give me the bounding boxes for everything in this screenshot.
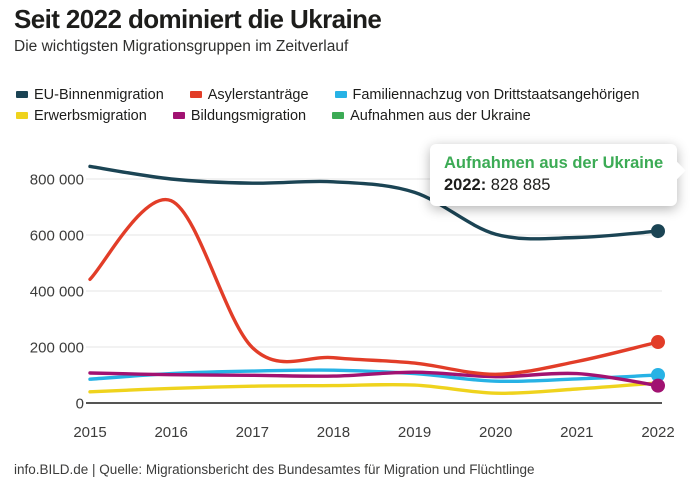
legend-label: Erwerbsmigration bbox=[34, 107, 147, 124]
legend-label: Aufnahmen aus der Ukraine bbox=[350, 107, 531, 124]
x-tick-label-2015: 2015 bbox=[73, 424, 106, 441]
x-tick-label-2017: 2017 bbox=[236, 424, 269, 441]
end-dot-bildungsmigration bbox=[651, 378, 665, 393]
legend-color-swatch bbox=[16, 112, 28, 119]
legend-color-swatch bbox=[334, 91, 347, 98]
legend-label: EU-Binnenmigration bbox=[34, 86, 164, 103]
source-credit: info.BILD.de | Quelle: Migrationsbericht… bbox=[14, 462, 535, 477]
chart-line-bildungsmigration bbox=[88, 370, 660, 388]
ukraine-tooltip: Aufnahmen aus der Ukraine 2022: 828 885 bbox=[430, 144, 678, 206]
end-dot-eu-binnenmigration bbox=[651, 224, 665, 239]
legend-item-familiennachzug-von-drittstaatsangeh-rigen: Familiennachzug von Drittstaatsangehörig… bbox=[334, 86, 640, 103]
legend-label: Asylerstanträge bbox=[207, 86, 309, 103]
legend-label: Familiennachzug von Drittstaatsangehörig… bbox=[352, 86, 640, 103]
chart-legend: EU-Binnenmigration Asylerstanträge Familie… bbox=[16, 84, 686, 126]
x-tick-label-2020: 2020 bbox=[479, 424, 512, 441]
x-tick-label-2022: 2022 bbox=[641, 424, 674, 441]
tooltip-title: Aufnahmen aus der Ukraine bbox=[444, 154, 664, 172]
chart-area: 800 000 600 000 400 000 200 000 0 2015 2016 201… bbox=[0, 140, 696, 450]
legend-item-asylerstantr-ge: Asylerstanträge bbox=[189, 86, 309, 103]
legend-row-2: Erwerbsmigration Bildungsmigration Aufnahm… bbox=[16, 105, 686, 126]
y-tick-label-0: 0 bbox=[76, 396, 84, 413]
chart-line-eu-binnenmigration bbox=[88, 164, 660, 241]
tooltip-value-line: 2022: 828 885 bbox=[444, 174, 663, 196]
legend-color-swatch bbox=[189, 91, 202, 98]
tooltip-value: 828 885 bbox=[490, 176, 551, 195]
tooltip-year-label: 2022: bbox=[444, 176, 487, 195]
x-tick-label-2021: 2021 bbox=[560, 424, 593, 441]
legend-item-erwerbsmigration: Erwerbsmigration bbox=[16, 108, 147, 124]
legend-color-swatch bbox=[172, 112, 185, 119]
legend-item-bildungsmigration: Bildungsmigration bbox=[172, 107, 307, 124]
legend-item-aufnahmen-aus-der-ukraine: Aufnahmen aus der Ukraine bbox=[332, 108, 531, 124]
y-tick-label-600000: 600 000 bbox=[30, 228, 84, 245]
page-title: Seit 2022 dominiert die Ukraine bbox=[14, 4, 382, 34]
y-tick-label-800000: 800 000 bbox=[30, 172, 84, 189]
x-tick-label-2016: 2016 bbox=[154, 424, 187, 441]
legend-color-swatch bbox=[332, 112, 345, 119]
y-tick-label-200000: 200 000 bbox=[30, 340, 84, 357]
end-dot-familiennachzug-von-drittstaatsangeh-rigen bbox=[651, 368, 665, 382]
chart-line-asylerstantr-ge bbox=[88, 197, 660, 377]
x-tick-label-2019: 2019 bbox=[398, 424, 431, 441]
chart-line-erwerbsmigration bbox=[88, 381, 660, 395]
page-subtitle: Die wichtigsten Migrationsgruppen im Zei… bbox=[14, 38, 349, 55]
x-tick-label-2018: 2018 bbox=[317, 424, 350, 441]
legend-row-1: EU-Binnenmigration Asylerstanträge Familie… bbox=[16, 84, 686, 105]
legend-label: Bildungsmigration bbox=[190, 107, 307, 124]
end-dot-asylerstantr-ge bbox=[651, 335, 665, 350]
y-tick-label-400000: 400 000 bbox=[30, 284, 84, 301]
legend-color-swatch bbox=[16, 91, 28, 98]
legend-item-eu-binnenmigration: EU-Binnenmigration bbox=[16, 87, 164, 103]
